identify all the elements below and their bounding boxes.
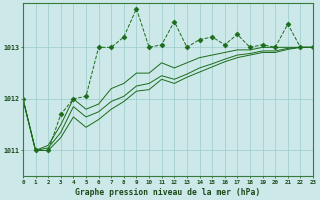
X-axis label: Graphe pression niveau de la mer (hPa): Graphe pression niveau de la mer (hPa) xyxy=(76,188,260,197)
